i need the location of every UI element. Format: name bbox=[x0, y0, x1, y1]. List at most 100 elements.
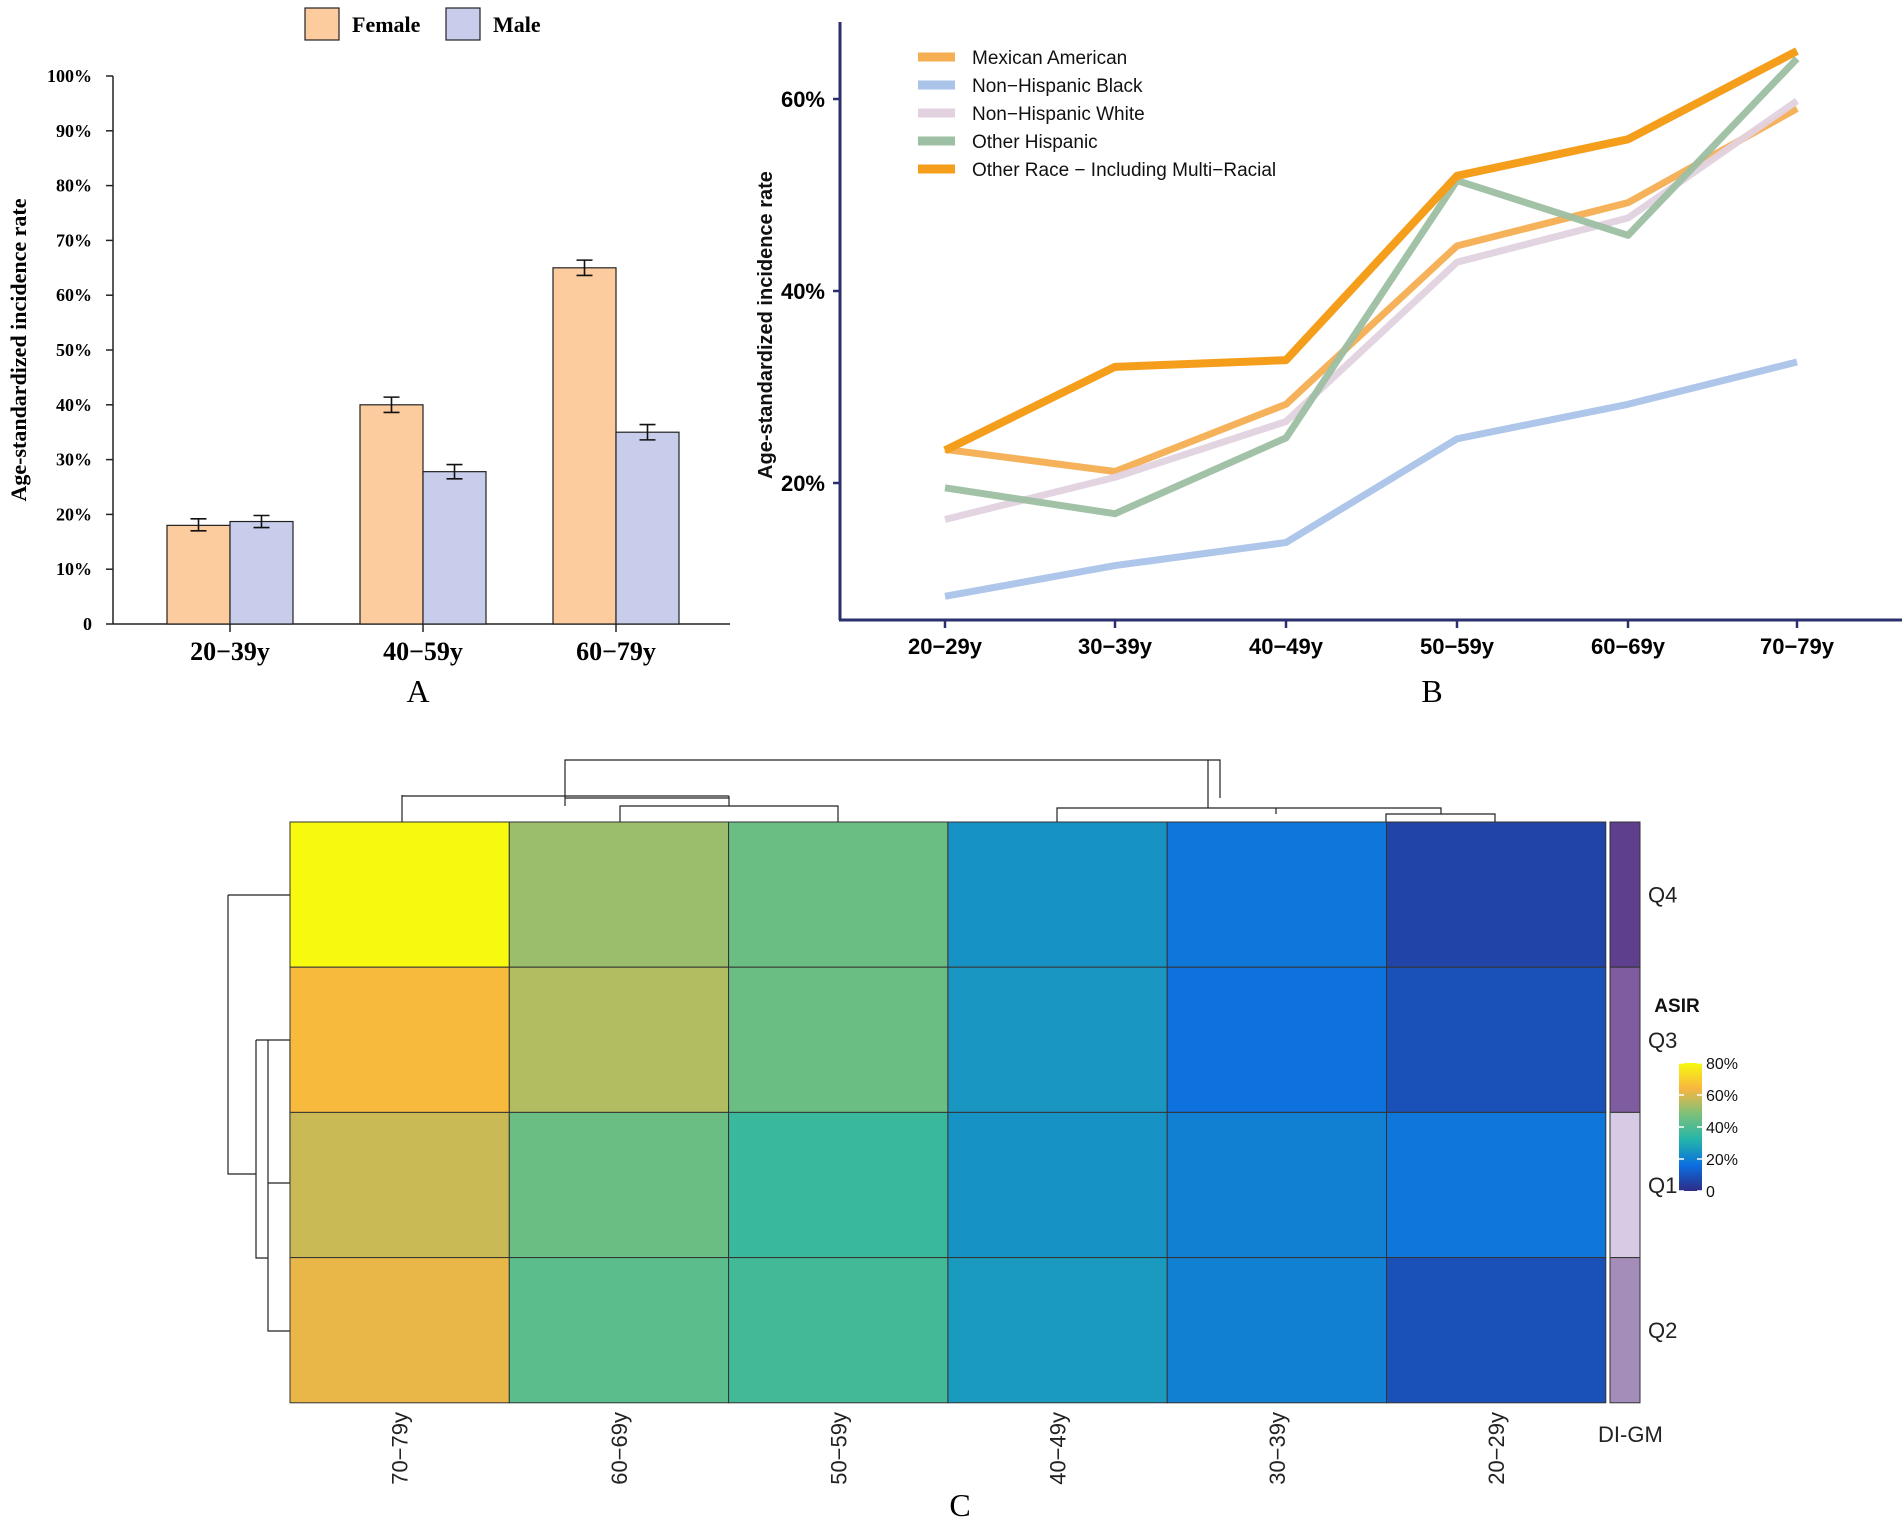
row-annotation-q4 bbox=[1609, 821, 1641, 968]
panel-b-y-tick-label: 60% bbox=[781, 87, 825, 112]
panel-c-column-labels: 70−79y 60−69y 50−59y 40−49y 30−39y 20−29y bbox=[388, 1412, 1510, 1485]
heatmap-cell-q3-2 bbox=[728, 966, 949, 1113]
row-label-q4: Q4 bbox=[1648, 883, 1677, 908]
series-line-4 bbox=[943, 47, 1799, 454]
error-bar-female-2 bbox=[576, 259, 593, 277]
heatmap-cell-q2-4 bbox=[1166, 1257, 1387, 1404]
panel-c-row-labels: Q4 Q3 Q1 Q2 bbox=[1648, 883, 1677, 1344]
row-annotation-q1 bbox=[1609, 1111, 1641, 1259]
panel-a-y-tick-label: 70% bbox=[56, 230, 92, 250]
legend-tick-label: 40% bbox=[1706, 1120, 1738, 1137]
bar-male-0 bbox=[229, 520, 294, 625]
heatmap-cell-q4-2 bbox=[728, 821, 949, 968]
heatmap-cell-q4-3 bbox=[947, 821, 1168, 968]
row-annotation-q2 bbox=[1609, 1257, 1641, 1404]
heatmap-cell-q1-3 bbox=[947, 1111, 1168, 1259]
legend-label-1: Non−Hispanic Black bbox=[972, 76, 1143, 97]
legend-label-male: Male bbox=[493, 12, 541, 37]
error-bar-male-1 bbox=[446, 463, 463, 480]
column-dendrogram bbox=[401, 759, 1496, 822]
row-label-q3: Q3 bbox=[1648, 1028, 1677, 1053]
heatmap-cell-q3-4 bbox=[1166, 966, 1387, 1113]
row-label-q1: Q1 bbox=[1648, 1173, 1677, 1198]
panel-b-x-tick-label: 20−29y bbox=[908, 634, 983, 659]
heatmap-cell-q2-3 bbox=[947, 1257, 1168, 1404]
column-label-5: 20−29y bbox=[1484, 1412, 1509, 1485]
heatmap-cell-q1-0 bbox=[289, 1111, 510, 1259]
legend-swatch-female bbox=[304, 7, 340, 41]
panel-a-y-tick-label: 20% bbox=[56, 504, 92, 524]
panel-b-ylabel: Age-standardized incidence rate bbox=[755, 171, 777, 479]
heatmap-cell-q1-2 bbox=[728, 1111, 949, 1259]
heatmap-cell-q1-4 bbox=[1166, 1111, 1387, 1259]
heatmap-cell-q4-4 bbox=[1166, 821, 1387, 968]
panel-b-x-tick-label: 50−59y bbox=[1420, 634, 1495, 659]
panel-a-ylabel: Age-standardized incidence rate bbox=[6, 198, 31, 501]
error-bar-female-1 bbox=[383, 396, 400, 414]
legend-label-0: Mexican American bbox=[972, 48, 1127, 69]
legend-title: ASIR bbox=[1654, 996, 1700, 1017]
column-label-3: 40−49y bbox=[1046, 1412, 1071, 1485]
heatmap-cell-q1-5 bbox=[1386, 1111, 1607, 1259]
panel-c-heatmap: Q4 Q3 Q1 Q2 70−79y 60−69y 50−59y 40−49y 30−39y 2… bbox=[227, 759, 1738, 1523]
error-bar-male-0 bbox=[253, 514, 270, 529]
heatmap-cell-q3-5 bbox=[1386, 966, 1607, 1113]
panel-b-line-chart: Age-standardized incidence rate 20% 40% 60… bbox=[755, 22, 1902, 709]
legend-tick-label: 60% bbox=[1706, 1088, 1738, 1105]
panel-b-x-ticks: 20−29y 30−39y 40−49y 50−59y 60−69y 70−79y bbox=[908, 620, 1835, 659]
error-bar-male-2 bbox=[639, 423, 656, 441]
heatmap-cell-q2-0 bbox=[289, 1257, 510, 1404]
legend-label-2: Non−Hispanic White bbox=[972, 104, 1145, 125]
panel-c-annotation-label: DI-GM bbox=[1598, 1422, 1663, 1447]
row-annotation-q3 bbox=[1609, 966, 1641, 1113]
heatmap-cell-q4-1 bbox=[508, 821, 730, 968]
bar-female-2 bbox=[552, 267, 617, 625]
bar-female-0 bbox=[166, 524, 231, 625]
panel-a-x-tick-label: 40−59y bbox=[383, 637, 463, 666]
panel-c-label: C bbox=[949, 1487, 970, 1523]
panel-a-label: A bbox=[406, 673, 429, 709]
bar-female-1 bbox=[359, 404, 424, 625]
legend-label-4: Other Race − Including Multi−Racial bbox=[972, 160, 1276, 181]
error-bar-female-0 bbox=[190, 517, 207, 532]
panel-a-y-tick-label: 60% bbox=[56, 285, 92, 305]
heatmap-cell-q2-2 bbox=[728, 1257, 949, 1404]
panel-a-bar-chart: Female Male Age-standardized incidence ra… bbox=[6, 7, 730, 709]
column-label-2: 50−59y bbox=[826, 1412, 851, 1485]
column-label-1: 60−69y bbox=[607, 1412, 632, 1485]
panel-a-x-ticks: 20−39y 40−59y 60−79y bbox=[190, 624, 656, 666]
panel-b-y-tick-label: 40% bbox=[781, 279, 825, 304]
panel-a-y-tick-label: 80% bbox=[56, 176, 92, 196]
panel-a-y-tick-label: 0 bbox=[83, 614, 92, 634]
heatmap-cell-q4-5 bbox=[1386, 821, 1607, 968]
panel-a-x-tick-label: 20−39y bbox=[190, 637, 270, 666]
panel-b-x-tick-label: 60−69y bbox=[1591, 634, 1666, 659]
panel-c-color-legend: ASIR 80% 60% 40% 20% 0 bbox=[1654, 996, 1738, 1201]
panel-b-legend: Mexican American Non−Hispanic Black Non−Hi… bbox=[918, 48, 1276, 181]
panel-a-x-tick-label: 60−79y bbox=[576, 637, 656, 666]
legend-tick-label: 20% bbox=[1706, 1152, 1738, 1169]
heatmap-cell-q1-1 bbox=[508, 1111, 730, 1259]
series-line-3 bbox=[944, 56, 1800, 518]
bar-male-2 bbox=[615, 431, 680, 625]
legend-swatch-male bbox=[445, 7, 481, 41]
panel-a-y-tick-label: 50% bbox=[56, 340, 92, 360]
column-label-0: 70−79y bbox=[388, 1412, 413, 1485]
panel-a-legend: Female Male bbox=[304, 7, 541, 41]
panel-c-cells bbox=[289, 821, 1607, 1404]
legend-tick-label: 80% bbox=[1706, 1056, 1738, 1073]
panel-a-y-tick-label: 30% bbox=[56, 450, 92, 470]
series-line-0 bbox=[944, 105, 1799, 475]
row-dendrogram bbox=[227, 894, 291, 1332]
series-line-2 bbox=[944, 98, 1799, 523]
heatmap-cell-q3-0 bbox=[289, 966, 510, 1113]
panel-b-lines bbox=[943, 47, 1800, 600]
panel-a-y-tick-label: 40% bbox=[56, 395, 92, 415]
heatmap-cell-q3-1 bbox=[508, 966, 730, 1113]
legend-label-female: Female bbox=[352, 12, 421, 37]
panel-c-dendrograms bbox=[227, 759, 1496, 1332]
legend-tick-label: 0 bbox=[1706, 1184, 1715, 1201]
panel-b-label: B bbox=[1421, 673, 1442, 709]
panel-a-bars bbox=[166, 259, 680, 625]
